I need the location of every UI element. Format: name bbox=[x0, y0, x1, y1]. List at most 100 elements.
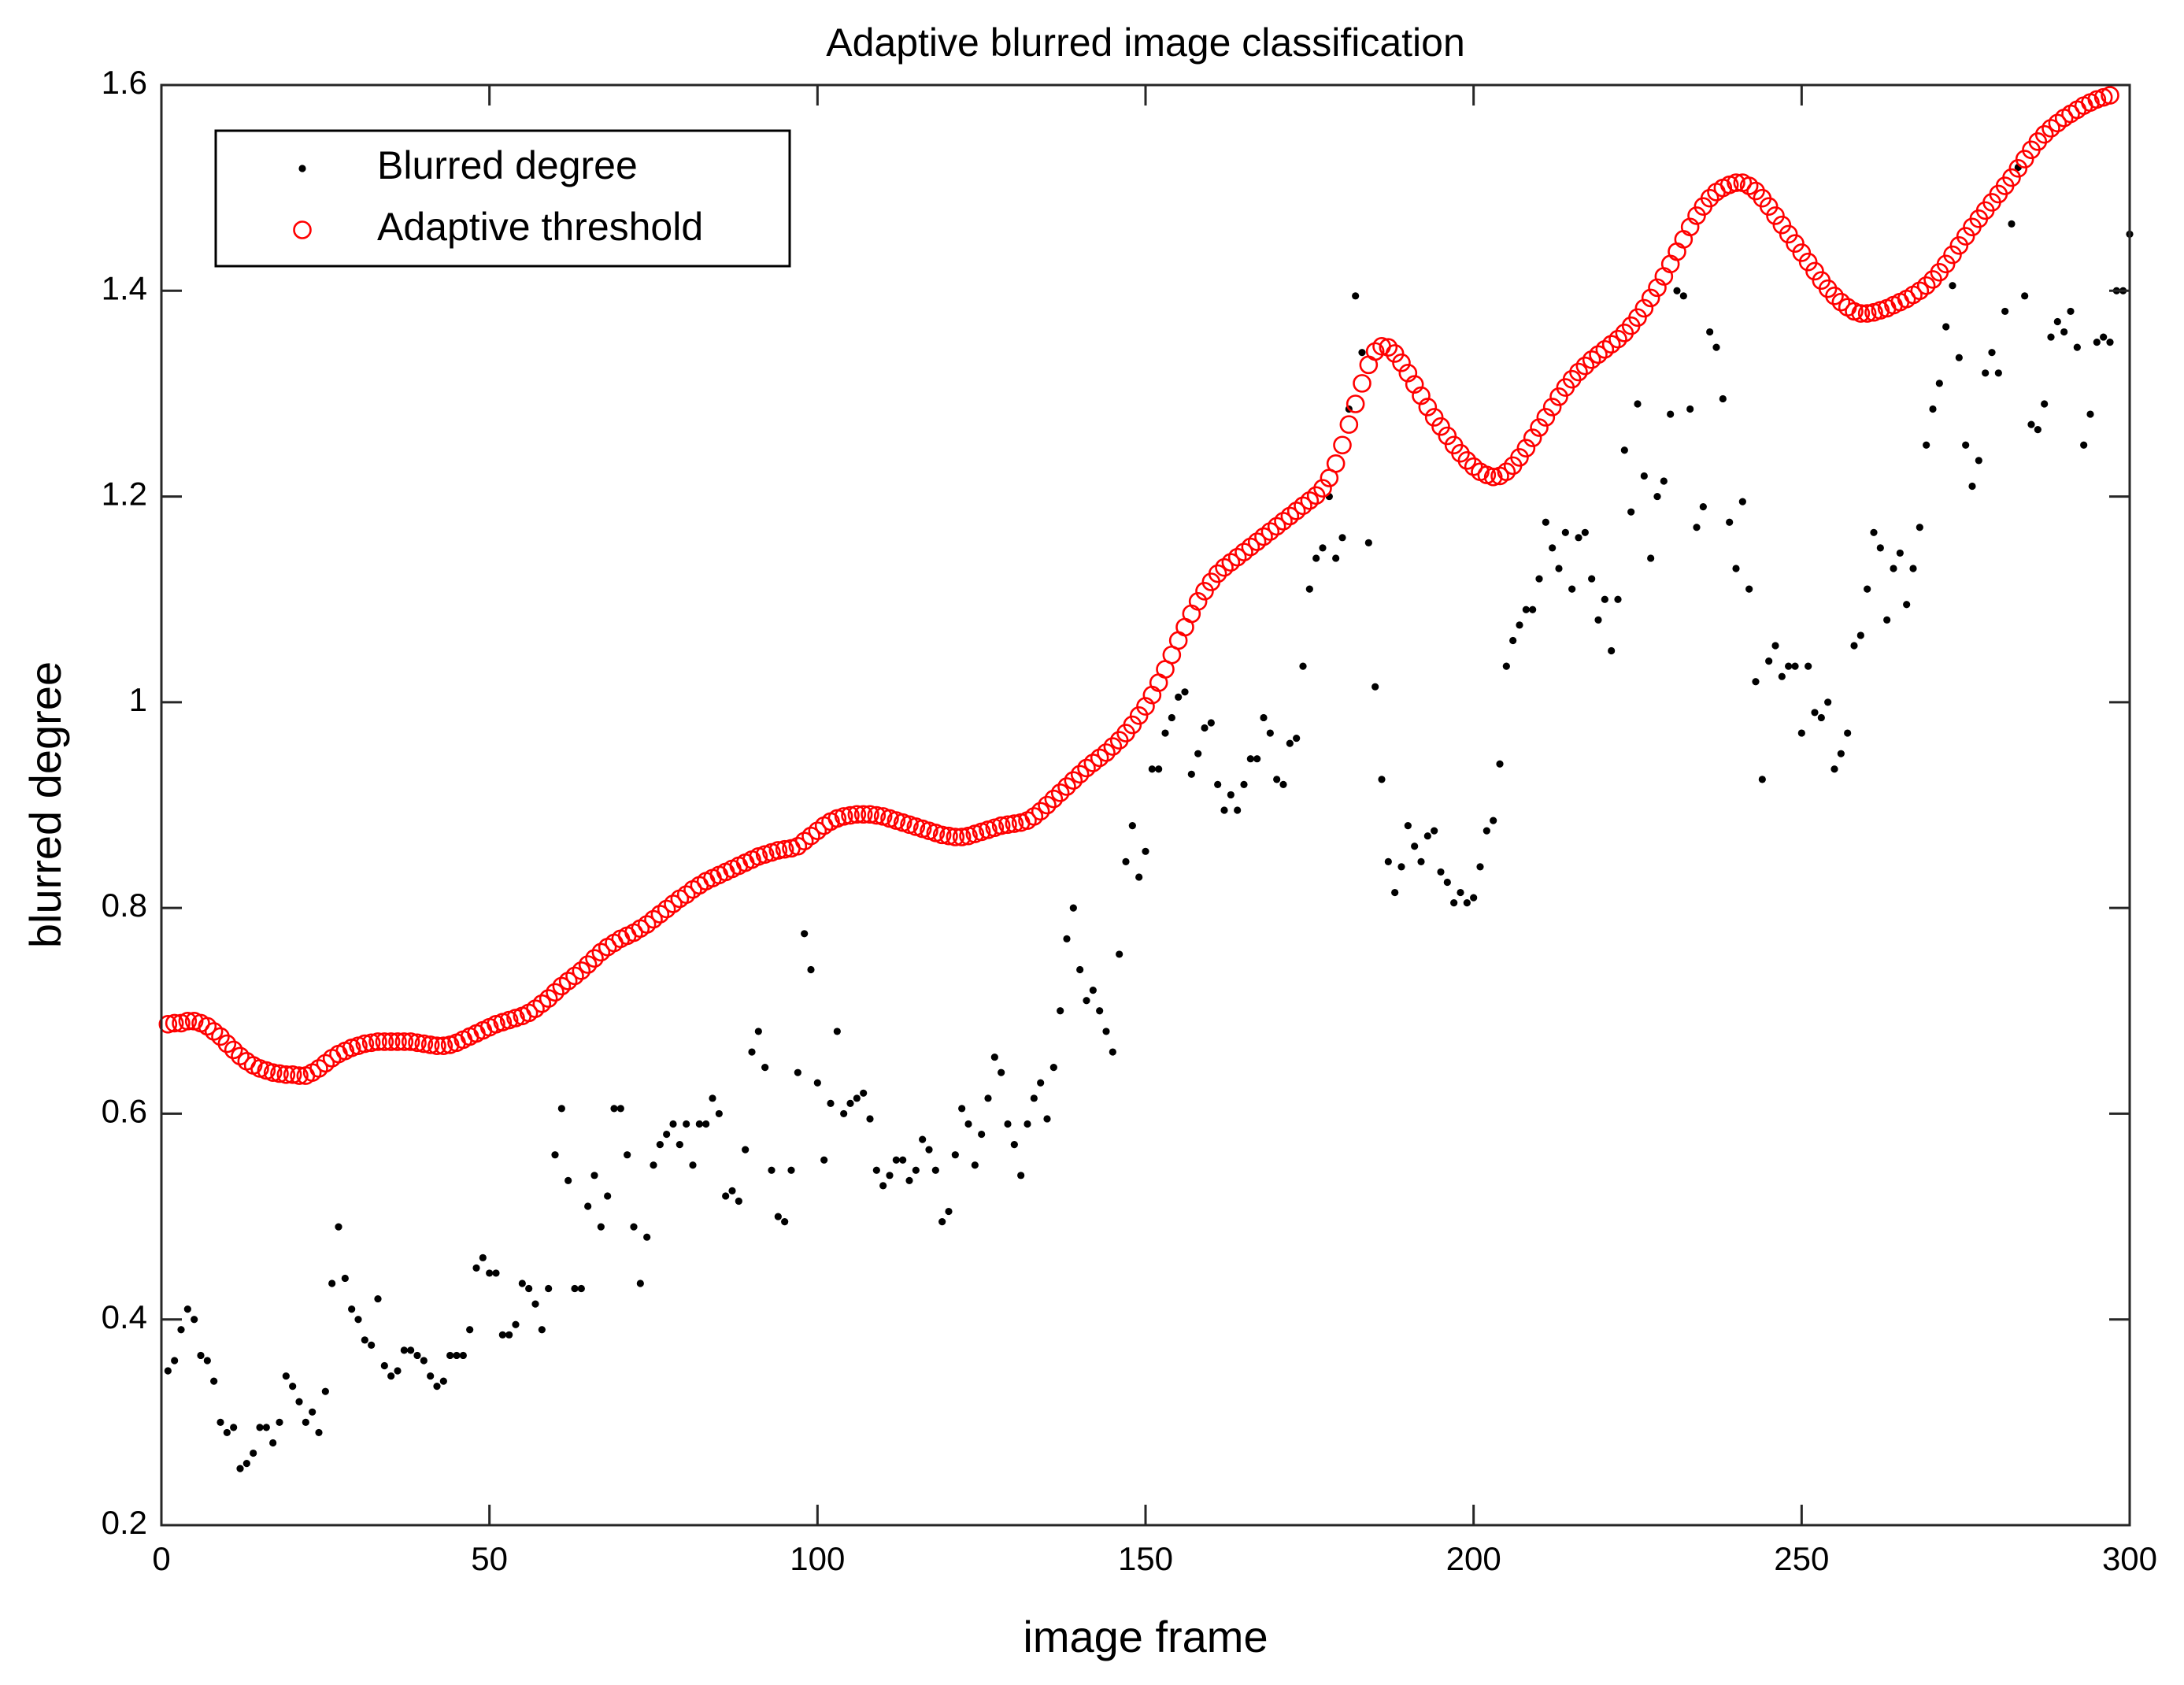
data-point bbox=[1417, 857, 1425, 865]
data-point bbox=[328, 1279, 336, 1287]
threshold-marker bbox=[1431, 417, 1450, 436]
threshold-marker bbox=[1103, 737, 1123, 756]
legend-box bbox=[214, 129, 791, 268]
threshold-marker bbox=[1339, 415, 1359, 434]
threshold-marker bbox=[394, 1032, 414, 1051]
data-point bbox=[1535, 575, 1543, 583]
threshold-marker bbox=[1405, 375, 1424, 394]
threshold-marker bbox=[1129, 706, 1149, 725]
data-point bbox=[1142, 847, 1149, 855]
data-point bbox=[656, 1141, 664, 1149]
y-tick-label: 1.2 bbox=[102, 476, 147, 513]
data-point bbox=[1089, 987, 1097, 994]
data-point bbox=[1797, 729, 1805, 737]
data-point bbox=[191, 1316, 198, 1324]
threshold-marker bbox=[293, 220, 312, 239]
data-point bbox=[1194, 750, 1202, 757]
data-point bbox=[538, 1326, 546, 1334]
data-point bbox=[1627, 508, 1635, 516]
threshold-marker bbox=[991, 816, 1011, 835]
threshold-marker bbox=[1628, 308, 1647, 328]
threshold-marker bbox=[283, 1065, 302, 1084]
data-point bbox=[761, 1064, 769, 1072]
data-point bbox=[1588, 575, 1596, 583]
threshold-marker bbox=[1687, 206, 1706, 225]
data-point bbox=[1837, 750, 1845, 757]
data-point bbox=[2073, 343, 2081, 351]
threshold-marker bbox=[1064, 771, 1083, 790]
data-point bbox=[964, 1120, 972, 1128]
y-tick-label: 1.6 bbox=[102, 64, 147, 101]
y-tick-label: 0.4 bbox=[102, 1298, 147, 1335]
threshold-marker bbox=[546, 983, 565, 1002]
data-point bbox=[531, 1300, 539, 1308]
threshold-marker bbox=[1851, 304, 1871, 323]
data-point bbox=[1811, 709, 1819, 717]
data-point bbox=[1214, 780, 1222, 788]
threshold-marker bbox=[414, 1034, 434, 1054]
data-point bbox=[1293, 734, 1301, 743]
threshold-marker bbox=[1457, 451, 1477, 470]
threshold-marker bbox=[775, 839, 794, 859]
threshold-marker bbox=[1044, 789, 1064, 809]
data-point bbox=[1168, 713, 1175, 722]
data-point bbox=[459, 1351, 467, 1360]
data-point bbox=[899, 1156, 907, 1164]
threshold-marker bbox=[1346, 394, 1365, 413]
data-point bbox=[1614, 595, 1622, 603]
data-point bbox=[1778, 672, 1786, 680]
threshold-marker bbox=[388, 1032, 407, 1051]
data-point bbox=[2027, 420, 2035, 428]
data-point bbox=[1332, 554, 1340, 562]
data-point bbox=[742, 1146, 750, 1154]
data-point bbox=[361, 1336, 368, 1344]
data-point bbox=[990, 1053, 998, 1061]
threshold-marker bbox=[375, 1032, 394, 1051]
data-point bbox=[1319, 544, 1327, 552]
data-point bbox=[984, 1094, 992, 1102]
threshold-marker bbox=[572, 961, 591, 980]
data-point bbox=[387, 1372, 395, 1380]
data-point bbox=[505, 1331, 513, 1339]
threshold-marker bbox=[539, 989, 558, 1008]
data-point bbox=[453, 1351, 461, 1360]
data-point bbox=[2021, 292, 2029, 300]
data-point bbox=[774, 1213, 782, 1220]
data-point bbox=[840, 1109, 848, 1118]
threshold-marker bbox=[1825, 287, 1844, 306]
data-point bbox=[512, 1320, 520, 1328]
data-point bbox=[1679, 292, 1687, 300]
data-point bbox=[905, 1176, 913, 1184]
data-point bbox=[407, 1346, 415, 1354]
data-point bbox=[230, 1424, 238, 1431]
data-point bbox=[2041, 400, 2049, 408]
data-point bbox=[335, 1223, 342, 1231]
threshold-marker bbox=[834, 807, 853, 826]
data-point bbox=[498, 1331, 506, 1339]
threshold-marker bbox=[1385, 344, 1405, 363]
data-point bbox=[1942, 323, 1950, 331]
data-point bbox=[1286, 739, 1294, 747]
data-point bbox=[2093, 339, 2101, 346]
data-point bbox=[1364, 539, 1372, 546]
data-point bbox=[1043, 1115, 1051, 1123]
threshold-marker bbox=[368, 1032, 387, 1051]
data-point bbox=[1411, 842, 1419, 850]
data-point bbox=[1391, 888, 1399, 897]
data-point bbox=[1929, 405, 1937, 413]
threshold-marker bbox=[178, 1012, 198, 1031]
x-tick-label: 250 bbox=[1774, 1540, 1829, 1577]
data-point bbox=[1063, 935, 1071, 942]
data-point bbox=[912, 1166, 920, 1174]
data-point bbox=[1916, 524, 1923, 531]
data-point bbox=[2100, 333, 2108, 341]
data-point bbox=[676, 1141, 683, 1149]
data-point bbox=[1443, 878, 1451, 887]
data-point bbox=[433, 1383, 441, 1391]
data-point bbox=[1856, 631, 1864, 639]
data-point bbox=[1102, 1028, 1110, 1035]
data-point bbox=[1450, 899, 1458, 907]
data-point bbox=[262, 1424, 270, 1431]
legend-label: Adaptive threshold bbox=[377, 205, 703, 249]
data-point bbox=[1148, 765, 1156, 773]
